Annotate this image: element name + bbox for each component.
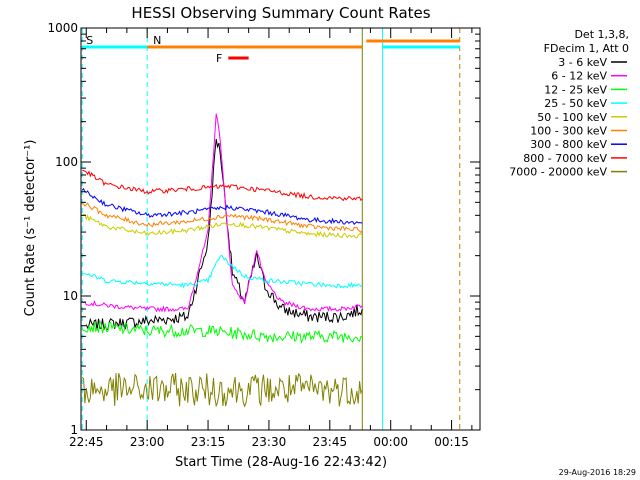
x-tick-label-6: 00:15 xyxy=(434,435,469,449)
legend-label-7: 800 - 7000 keV xyxy=(523,152,607,165)
flag-s-label: S xyxy=(86,34,93,47)
series-line-300-800-kev xyxy=(81,187,363,225)
x-tick-label-4: 23:45 xyxy=(313,435,348,449)
x-tick-label-0: 22:45 xyxy=(69,435,104,449)
flag-n-label: N xyxy=(153,34,161,47)
legend-label-0: 3 - 6 keV xyxy=(558,56,607,69)
plot-frame xyxy=(80,27,481,431)
series-line-100-300-kev xyxy=(82,202,363,234)
series-line-7000-20000-kev xyxy=(81,372,363,408)
y-tick-label-3: 1000 xyxy=(47,21,78,35)
y-tick-label-2: 100 xyxy=(55,155,78,169)
legend-label-8: 7000 - 20000 keV xyxy=(509,166,607,179)
y-axis-label: Count Rate (s⁻¹ detector⁻¹) xyxy=(23,140,38,317)
series-line-12-25-kev xyxy=(81,319,363,344)
legend-header-1: FDecim 1, Att 0 xyxy=(544,42,629,55)
series-line-25-50-kev xyxy=(82,254,363,289)
footer-timestamp: 29-Aug-2016 18:29 xyxy=(559,468,636,477)
legend-label-4: 50 - 100 keV xyxy=(537,111,607,124)
series-line-6-12-kev xyxy=(81,113,363,313)
legend-label-3: 25 - 50 keV xyxy=(544,97,607,110)
x-tick-label-1: 23:00 xyxy=(130,435,165,449)
y-tick-label-1: 10 xyxy=(63,289,78,303)
x-tick-label-5: 00:00 xyxy=(373,435,408,449)
flag-f-label: F xyxy=(216,52,222,65)
legend-label-2: 12 - 25 keV xyxy=(544,83,607,96)
legend-label-5: 100 - 300 keV xyxy=(530,125,607,138)
x-axis-label: Start Time (28-Aug-16 22:43:42) xyxy=(175,455,387,470)
series-line-50-100-kev xyxy=(81,214,363,239)
legend-label-1: 6 - 12 keV xyxy=(551,70,607,83)
chart-title: HESSI Observing Summary Count Rates xyxy=(131,4,430,22)
legend-header-0: Det 1,3,8, xyxy=(574,28,629,41)
x-tick-label-2: 23:15 xyxy=(191,435,226,449)
x-tick-label-3: 23:30 xyxy=(252,435,287,449)
y-tick-label-0: 1 xyxy=(70,423,78,437)
series-line-3-6-kev xyxy=(85,138,363,331)
series-line-800-7000-kev xyxy=(82,169,363,202)
legend-label-6: 300 - 800 keV xyxy=(530,138,607,151)
